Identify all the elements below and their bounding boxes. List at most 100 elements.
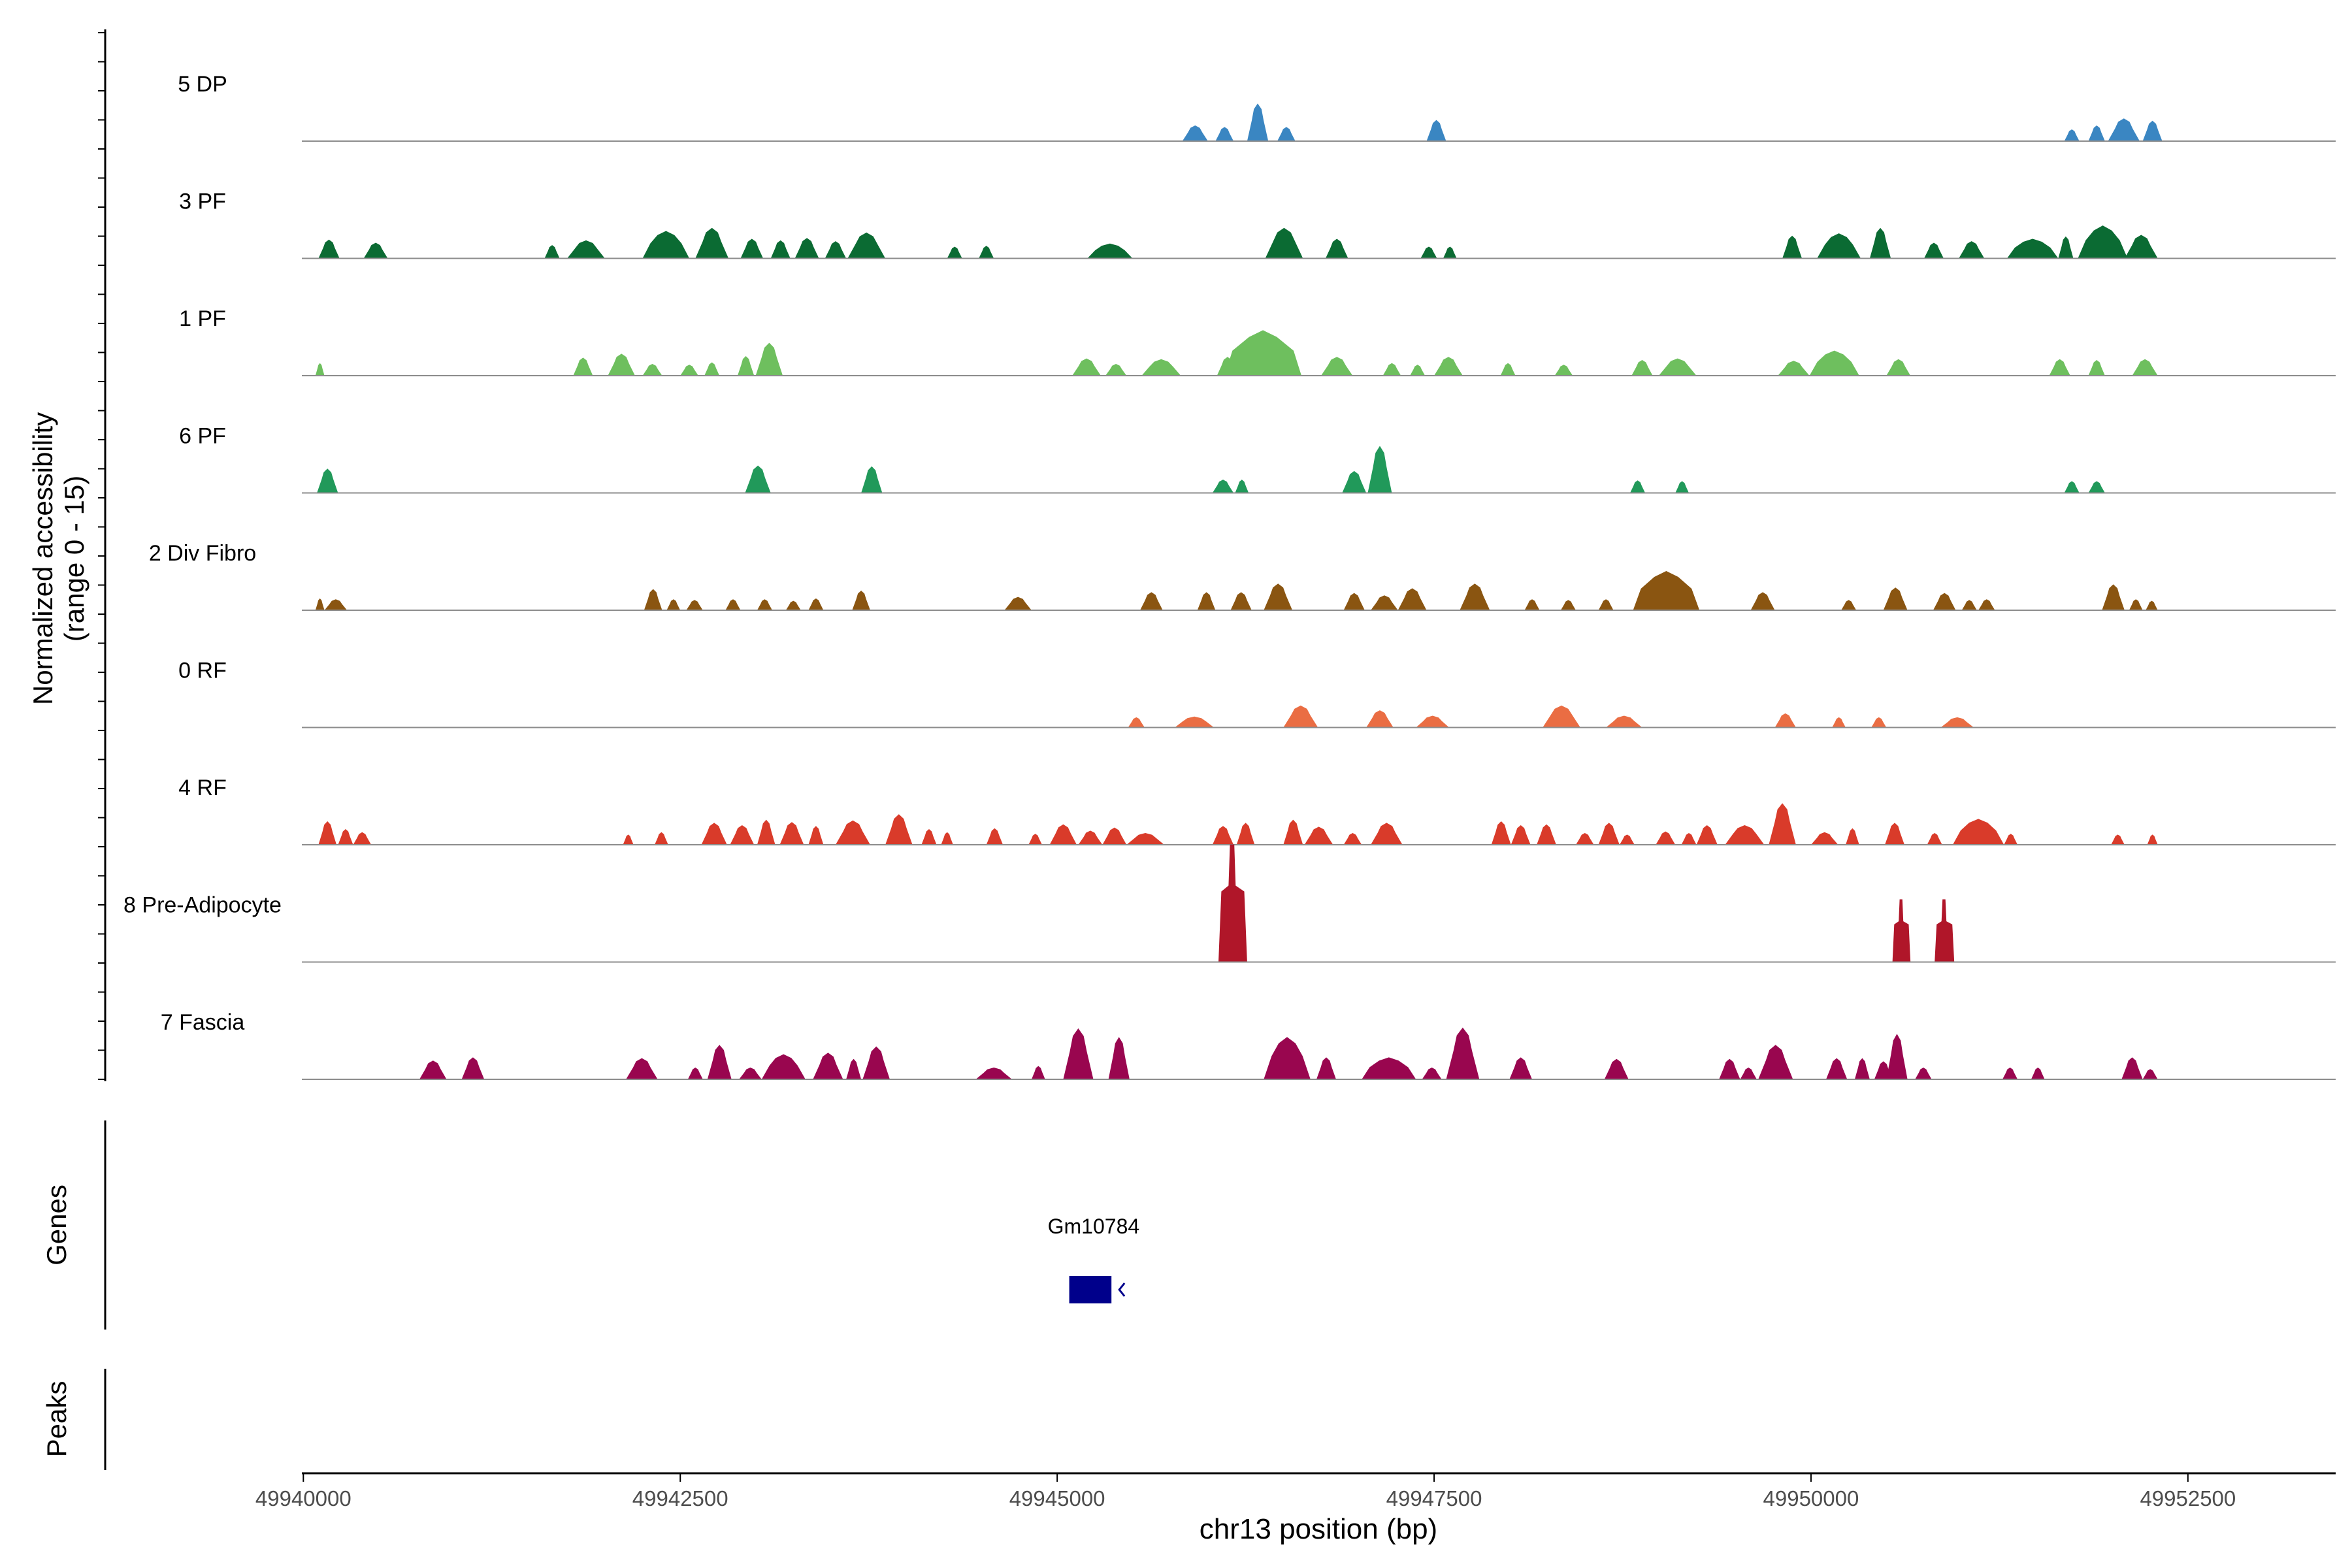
coverage-peak xyxy=(1750,592,1775,610)
coverage-peak xyxy=(353,832,372,845)
coverage-peak xyxy=(1343,593,1365,610)
coverage-peak xyxy=(1316,1057,1336,1079)
coverage-peak xyxy=(1264,1037,1311,1079)
coverage-peak xyxy=(852,591,870,610)
coverage-peak xyxy=(626,1058,658,1079)
coverage-peak xyxy=(1924,242,1944,259)
coverage-peak xyxy=(1212,826,1234,845)
coverage-peak xyxy=(1769,803,1796,845)
coverage-peak xyxy=(1283,819,1303,845)
coverage-peak xyxy=(1740,1068,1757,1079)
coverage-peak xyxy=(1235,480,1249,493)
coverage-peak xyxy=(1560,600,1576,610)
coverage-peak xyxy=(1304,826,1333,845)
track-label: 5 DP xyxy=(178,72,227,97)
coverage-peak xyxy=(808,826,824,845)
coverage-peak xyxy=(567,240,605,259)
track-4-rf: 4 RF xyxy=(178,776,2336,845)
coverage-peak xyxy=(1869,227,1891,259)
coverage-peak xyxy=(1598,599,1614,610)
peaks-panel-title: Peaks xyxy=(41,1381,72,1458)
coverage-peak xyxy=(1778,361,1810,376)
x-tick-label: 49947500 xyxy=(1386,1486,1482,1511)
coverage-peak xyxy=(1961,600,1977,610)
coverage-peak xyxy=(1105,364,1127,376)
coverage-peak xyxy=(315,363,325,376)
coverage-peak xyxy=(1343,833,1362,845)
coverage-peak xyxy=(704,362,720,376)
coverage-peak xyxy=(1382,363,1401,376)
coverage-peak xyxy=(1885,823,1904,845)
coverage-peak xyxy=(701,823,727,845)
coverage-peak xyxy=(324,599,348,610)
coverage-peak xyxy=(642,364,662,376)
coverage-peak xyxy=(1031,1066,1045,1079)
coverage-peak xyxy=(986,828,1004,845)
coverage-peak xyxy=(2147,834,2158,845)
coverage-peak xyxy=(979,246,994,259)
coverage-peak xyxy=(1371,823,1403,845)
coverage-peak xyxy=(2088,125,2105,141)
coverage-peak xyxy=(2006,238,2059,259)
coverage-peak xyxy=(1554,365,1573,376)
coverage-peak xyxy=(2078,225,2128,259)
coverage-peak xyxy=(315,598,325,610)
coverage-peak xyxy=(655,832,668,845)
coverage-peak xyxy=(1810,832,1838,845)
track-label: 3 PF xyxy=(179,189,226,214)
track-0-rf: 0 RF xyxy=(178,659,2336,728)
x-tick-label: 49950000 xyxy=(1763,1486,1859,1511)
coverage-peak xyxy=(885,814,913,845)
coverage-peak xyxy=(1537,824,1556,845)
coverage-peak xyxy=(757,599,772,610)
coverage-peak xyxy=(1277,127,1296,141)
coverage-peak xyxy=(1719,1058,1740,1079)
coverage-peak xyxy=(740,238,764,259)
coverage-peak xyxy=(666,599,681,610)
coverage-peak xyxy=(1933,593,1956,610)
coverage-peak xyxy=(1063,1028,1094,1079)
coverage-peak xyxy=(1422,1068,1442,1079)
coverage-peak xyxy=(770,240,791,259)
coverage-peak xyxy=(1072,358,1101,376)
coverage-peak xyxy=(1511,825,1531,845)
coverage-peak xyxy=(1362,1057,1416,1079)
coverage-peak xyxy=(2102,584,2125,610)
coverage-peak xyxy=(2121,1057,2143,1079)
coverage-peak xyxy=(1108,1037,1130,1079)
coverage-peak xyxy=(707,1045,732,1079)
coverage-peak xyxy=(1141,359,1181,376)
coverage-peak xyxy=(1915,1068,1932,1079)
genes-panel-title: Genes xyxy=(41,1184,72,1266)
track-8-pre-adipocyte: 8 Pre-Adipocyte xyxy=(123,844,2336,963)
coverage-peak xyxy=(1841,600,1857,610)
coverage-peak xyxy=(1049,824,1077,845)
coverage-peak xyxy=(1696,825,1718,845)
coverage-peak xyxy=(808,598,824,610)
coverage-peak xyxy=(2124,235,2158,259)
coverage-peak xyxy=(1224,330,1301,376)
coverage-peak xyxy=(2002,1068,2018,1079)
x-axis-title: chr13 position (bp) xyxy=(1200,1513,1437,1545)
coverage-peak xyxy=(1978,599,1995,610)
coverage-peak xyxy=(642,231,690,259)
coverage-peak xyxy=(725,599,741,610)
track-label: 6 PF xyxy=(179,424,226,449)
coverage-peak xyxy=(941,832,953,845)
coverage-peak xyxy=(1675,481,1689,493)
coverage-peak xyxy=(1524,599,1540,610)
coverage-peak xyxy=(1927,833,1942,845)
coverage-peak xyxy=(1446,1027,1480,1079)
coverage-peak xyxy=(2111,834,2125,845)
coverage-peak xyxy=(1212,480,1234,493)
coverage-peak xyxy=(419,1060,447,1079)
coverage-peak xyxy=(1265,227,1303,259)
coverage-peak xyxy=(1218,844,1247,962)
coverage-peak xyxy=(947,246,962,259)
track-2-div-fibro: 2 Div Fibro xyxy=(149,541,2336,611)
coverage-peak xyxy=(2142,1069,2158,1079)
coverage-peak xyxy=(1197,592,1216,610)
coverage-peak xyxy=(1325,238,1348,259)
coverage-peak xyxy=(737,356,755,376)
coverage-peak xyxy=(1087,243,1133,259)
